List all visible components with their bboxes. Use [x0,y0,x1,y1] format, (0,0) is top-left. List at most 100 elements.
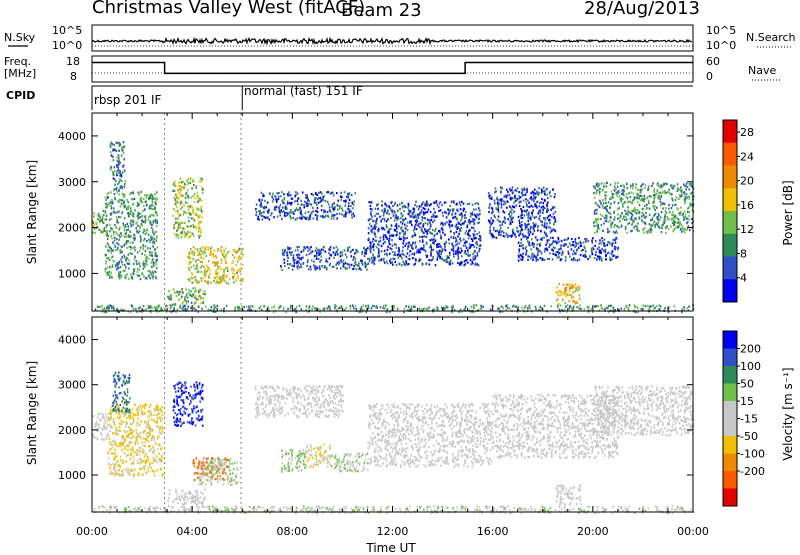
power-cell [533,192,535,194]
power-cell [336,213,338,215]
power-cell [389,238,391,240]
power-cell [411,224,413,226]
power-cell [390,247,392,249]
power-cell [579,304,581,306]
power-cell [183,186,185,188]
power-cell [193,184,195,186]
power-cell [610,259,612,261]
power-cell [238,268,240,270]
power-cell [134,237,136,239]
power-cell [109,219,111,221]
power-cell [571,238,573,240]
power-cell [151,266,153,268]
power-cell [440,256,442,258]
power-cell [603,222,605,224]
power-cell [125,225,127,227]
power-cell [473,307,475,309]
power-cell [206,281,208,283]
power-cell [540,230,542,232]
power-cell [136,263,138,265]
power-cell [648,185,650,187]
power-cell [299,217,301,219]
power-cell [151,307,153,309]
power-cell [380,240,382,242]
power-cell [405,237,407,239]
power-cell [546,188,548,190]
power-cell [148,239,150,241]
power-cell [683,216,685,218]
power-cell [109,230,111,232]
power-cell [371,307,373,309]
power-cell [558,291,560,293]
power-cell [411,308,413,310]
power-cell [125,232,127,234]
power-cell [178,237,180,239]
power-cell [193,180,195,182]
power-cell [170,306,172,308]
power-cell [596,231,598,233]
power-cell [152,208,154,210]
power-cell [458,233,460,235]
power-cell [280,195,282,197]
power-cell [311,308,313,310]
power-colorbar-tick-label: 28 [740,126,754,139]
power-cell [180,305,182,307]
power-cell [669,211,671,213]
power-cell [128,254,130,256]
power-cell [612,196,614,198]
power-cell [383,258,385,260]
power-cell [145,221,147,223]
power-cell [378,253,380,255]
power-cell [593,186,595,188]
power-cell [441,204,443,206]
power-cell [345,254,347,256]
power-cell [110,143,112,145]
power-cell [116,156,118,158]
power-cell [649,208,651,210]
power-cell [619,196,621,198]
power-cell [183,306,185,308]
power-cell [419,240,421,242]
power-cell [677,187,679,189]
power-cell [664,218,666,220]
power-cell [574,290,576,292]
power-cell [116,242,118,244]
power-cell [117,266,119,268]
power-cell [479,213,481,215]
power-cell [155,221,157,223]
power-cell [372,241,374,243]
power-cell [151,255,153,257]
power-cell [607,252,609,254]
power-cell [321,209,323,211]
power-cell [128,278,130,280]
power-cell [423,211,425,213]
power-cell [352,305,354,307]
power-cell [116,216,118,218]
power-cell [585,241,587,243]
power-cell [111,199,113,201]
power-cell [426,236,428,238]
power-cell [168,290,170,292]
power-cell [423,308,425,310]
velocity-cell [115,427,117,429]
freq-trace [92,63,693,74]
power-cell [644,187,646,189]
power-cell [178,185,180,187]
velocity-cell [144,442,146,444]
power-cell [671,197,673,199]
power-cell [422,263,424,265]
power-cell [665,232,667,234]
power-cell [205,274,207,276]
power-cell [323,195,325,197]
power-cell [521,255,523,257]
power-cell [386,226,388,228]
power-cell [289,248,291,250]
power-cell [559,309,561,311]
power-cell [413,211,415,213]
velocity-cell [149,406,151,408]
power-cell [386,224,388,226]
power-cell [641,184,643,186]
power-cell [426,202,428,204]
power-cell [419,226,421,228]
power-cell [433,215,435,217]
